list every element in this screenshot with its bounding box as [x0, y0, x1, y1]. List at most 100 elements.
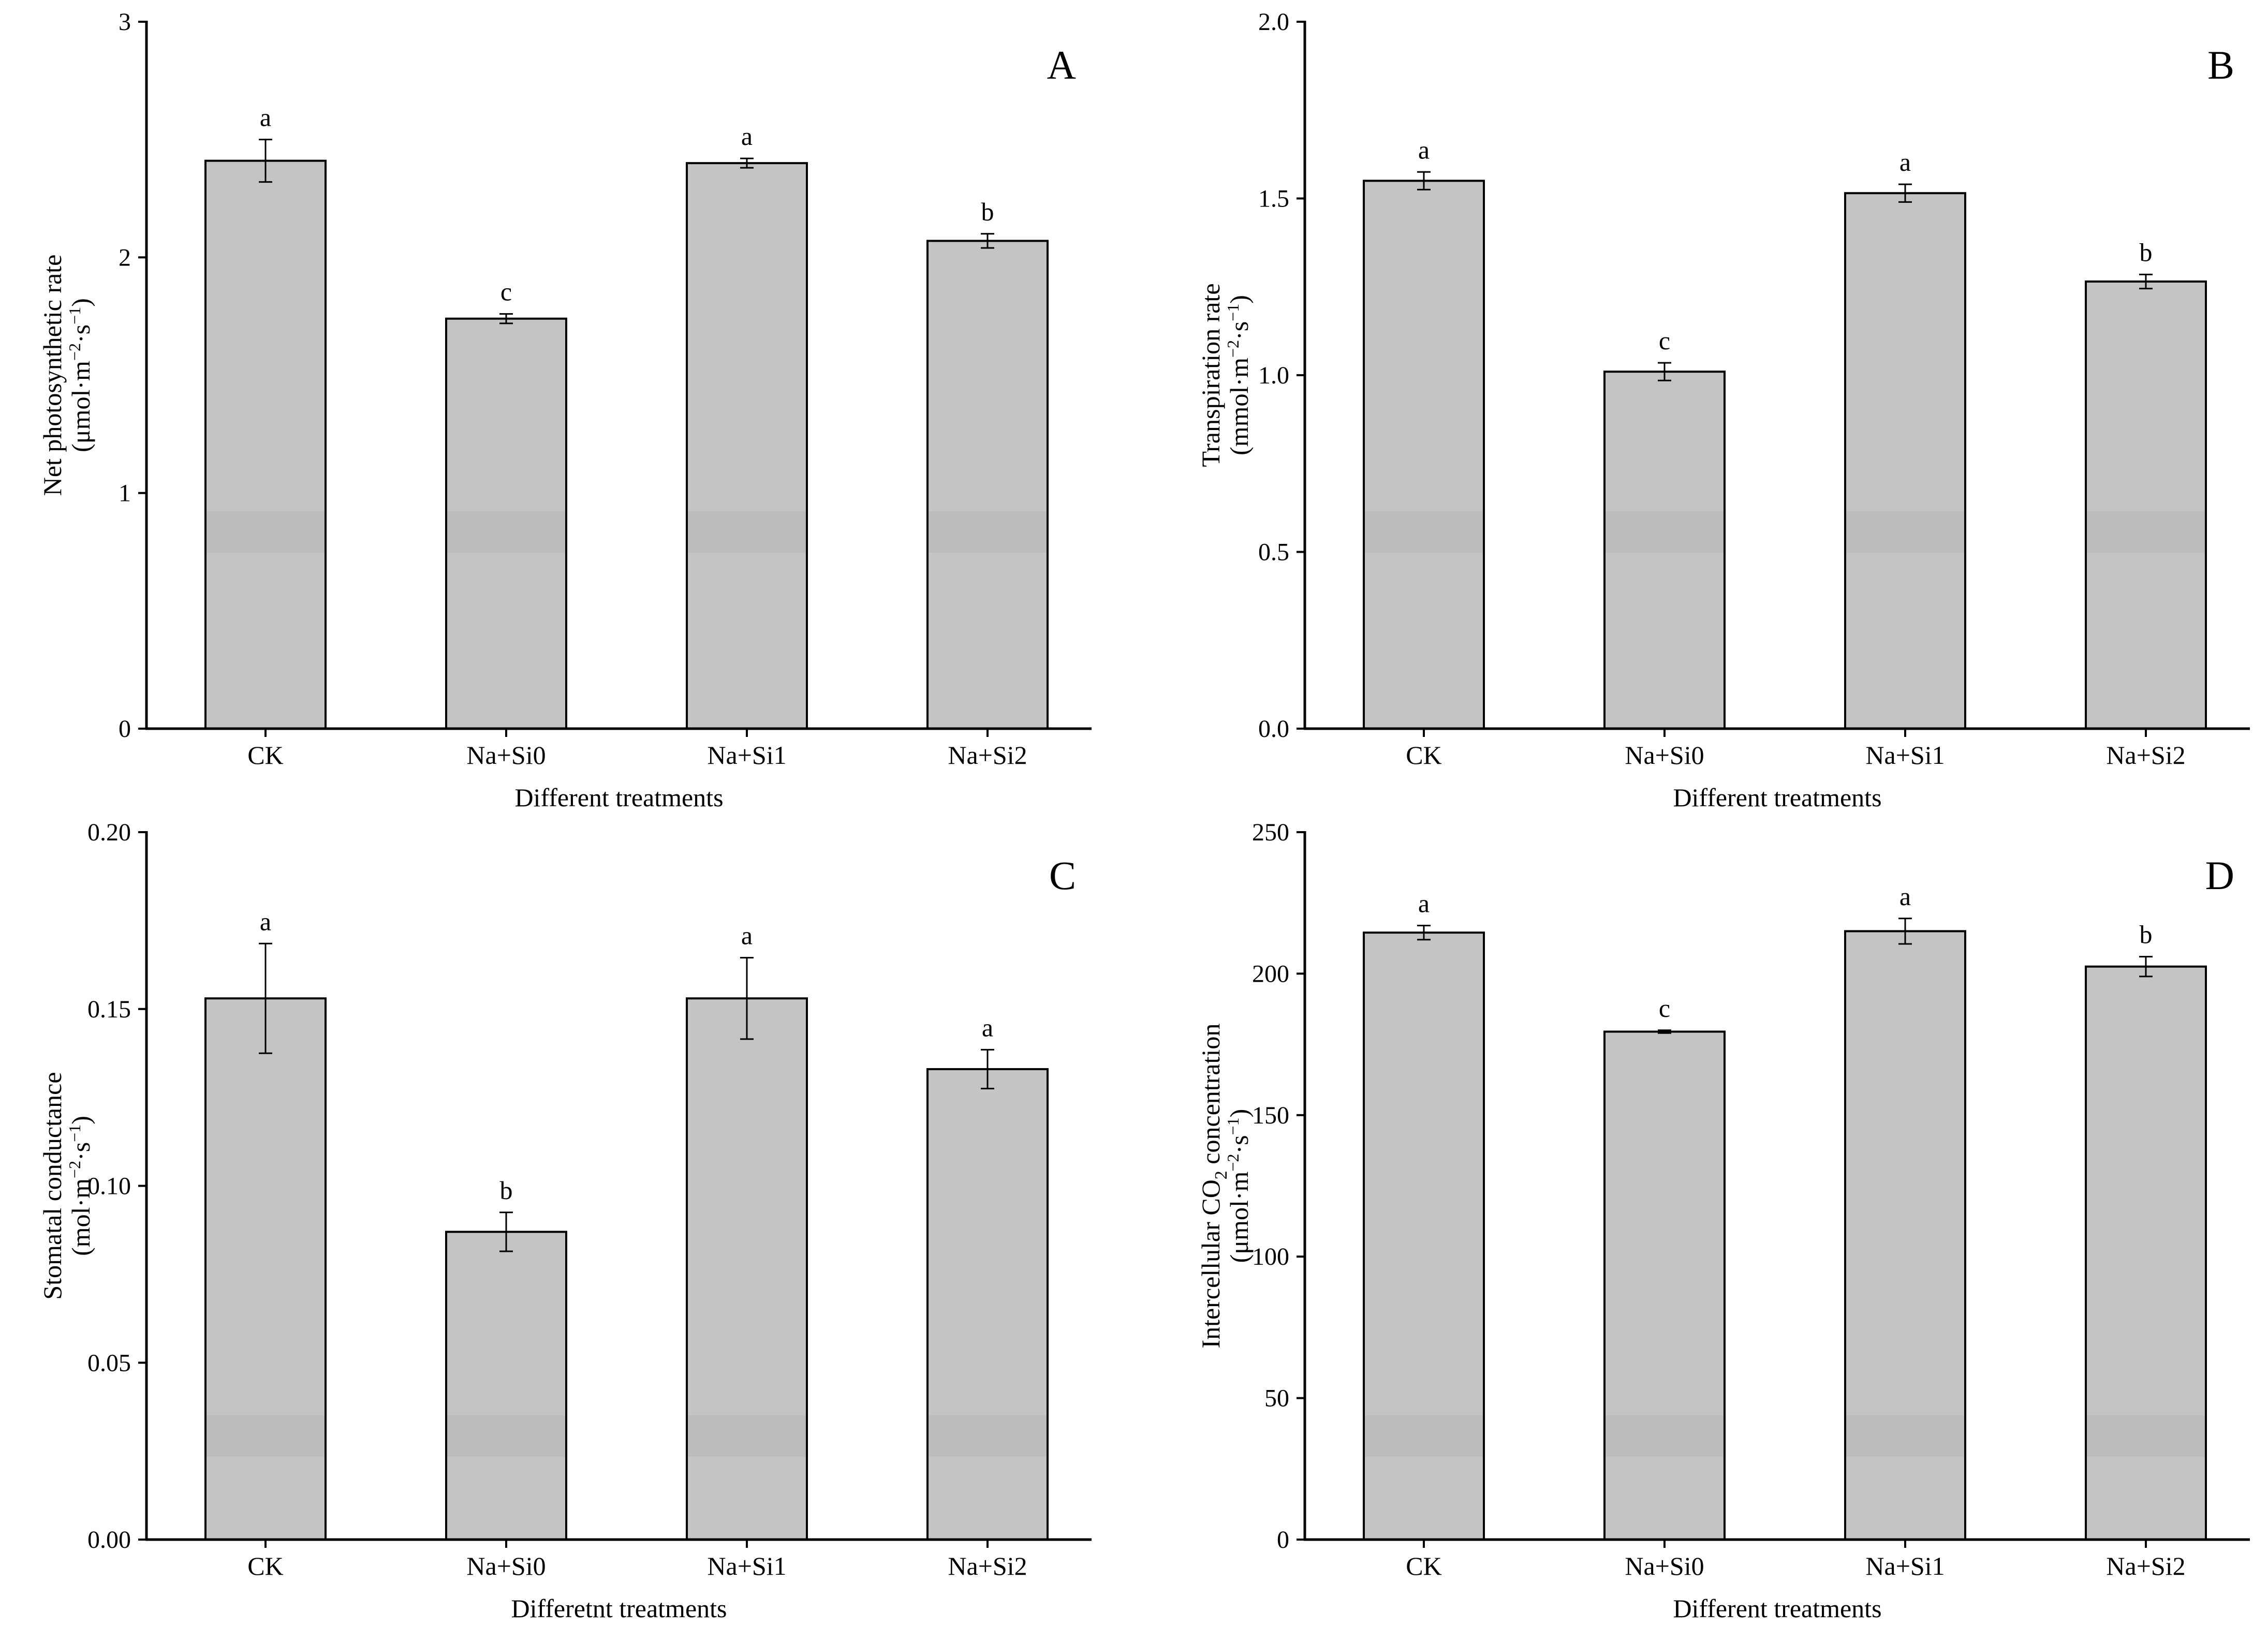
y-tick-label: 3: [119, 8, 131, 36]
y-tick-label: 1.0: [1258, 362, 1289, 389]
x-tick-label: Na+Si1: [707, 1551, 786, 1580]
panel-letter: D: [2205, 853, 2234, 898]
bars: a c a b: [204, 103, 1049, 730]
error-bar: [1658, 1029, 1671, 1034]
y-tick-label: 0.05: [87, 1349, 131, 1377]
bar-shade-band: [447, 1415, 565, 1457]
significance-letter: a: [982, 1013, 993, 1042]
panel-letter: B: [2207, 42, 2234, 87]
y-tick-label: 2: [119, 244, 131, 271]
bar-shade-band: [447, 511, 565, 553]
x-tick-label: Na+Si0: [466, 741, 546, 770]
significance-letter: a: [741, 122, 753, 151]
significance-letter: b: [2140, 238, 2153, 267]
x-tick-label: Na+Si2: [2106, 741, 2185, 770]
y-tick-label: 0.5: [1258, 539, 1289, 566]
x-tick-label: CK: [247, 1551, 283, 1580]
y-tick-label: 250: [1252, 819, 1289, 846]
x-tick-label: CK: [1406, 1551, 1441, 1580]
bar-ck: [204, 159, 327, 730]
x-ticks: CK Na+Si0 Na+Si1 Na+Si2: [1406, 729, 2186, 770]
significance-letter: b: [500, 1176, 513, 1205]
y-axis-title-line2: (μmol·m−2·s−1): [65, 298, 95, 452]
significance-letter: a: [1899, 882, 1911, 911]
y-tick-label: 0.00: [87, 1526, 131, 1554]
bar-shade-band: [688, 511, 806, 553]
x-tick-label: Na+Si0: [1625, 741, 1704, 770]
y-tick-label: 0.15: [87, 996, 131, 1023]
x-tick-label: Na+Si2: [948, 741, 1027, 770]
bar-na-si2: [926, 1068, 1049, 1541]
bars: a c a b: [1363, 882, 2207, 1541]
error-bar: [1898, 183, 1912, 203]
x-ticks: CK Na+Si0 Na+Si1 Na+Si2: [247, 729, 1027, 770]
significance-letter: c: [1659, 994, 1670, 1023]
significance-letter: b: [981, 197, 994, 226]
bar-shade-band: [2087, 1415, 2205, 1457]
bar-na-si1: [686, 997, 808, 1541]
significance-letter: c: [500, 277, 512, 306]
error-bar: [740, 157, 754, 169]
bar-shade-band: [1606, 511, 1724, 553]
error-bar: [259, 139, 272, 183]
bars: a b a a: [204, 907, 1049, 1541]
y-tick-label: 0: [119, 715, 131, 743]
y-axis-title-line1: Transpiration rate: [1196, 283, 1225, 467]
error-bar: [1658, 362, 1671, 381]
bar-na-si0: [1603, 1030, 1726, 1541]
x-tick-label: Na+Si1: [707, 741, 786, 770]
error-bar: [981, 233, 994, 249]
significance-letter: a: [260, 907, 271, 936]
x-tick-label: Na+Si2: [948, 1551, 1027, 1580]
bar-shade-band: [2087, 511, 2205, 553]
error-bar: [740, 957, 754, 1040]
error-bar: [1898, 918, 1912, 945]
panel-b: a c a b 0.0 0.5 1.0 1.5 2.0 CK Na+Si0 Na+Si1 Na+Si…: [1196, 8, 2250, 812]
x-tick-label: Na+Si0: [1625, 1551, 1704, 1580]
bar-na-si0: [445, 1231, 567, 1541]
x-ticks: CK Na+Si0 Na+Si1 Na+Si2: [1406, 1540, 2186, 1580]
error-bar: [981, 1048, 994, 1090]
error-bar: [259, 942, 272, 1054]
y-axis-title-line2: (μmol·m−2·s−1): [1224, 1109, 1254, 1263]
error-bar: [499, 1211, 513, 1252]
y-tick-label: 0.10: [87, 1173, 131, 1200]
bar-shade-band: [1365, 1415, 1483, 1457]
x-axis-title: Different treatments: [1673, 1594, 1881, 1623]
bar-shade-band: [929, 511, 1047, 553]
y-ticks: 0.00 0.05 0.10 0.15 0.20: [87, 819, 146, 1554]
x-ticks: CK Na+Si0 Na+Si1 Na+Si2: [247, 1540, 1027, 1580]
bar-shade-band: [1606, 1415, 1724, 1457]
bar-na-si1: [1844, 192, 1966, 730]
y-axis-title: Intercellular CO2 concentration (μmol·m−…: [1196, 1024, 1254, 1349]
y-tick-label: 2.0: [1258, 8, 1289, 36]
panel-c: a b a a 0.00 0.05 0.10 0.15 0.20 CK Na+Si0 Na+Si1…: [38, 819, 1092, 1623]
x-tick-label: Na+Si2: [2106, 1551, 2185, 1580]
bar-shade-band: [1365, 511, 1483, 553]
y-axis-title-line1: Net photosynthetic rate: [38, 255, 67, 496]
axes: [145, 21, 1092, 730]
error-bar: [2139, 956, 2153, 978]
y-ticks: 0 50 100 150 200 250: [1252, 819, 1305, 1554]
panel-d: a c a b 0 50 100 150 200 250 CK Na+Si0 Na+Si1 Na+Si…: [1196, 819, 2250, 1623]
error-bar: [1417, 171, 1431, 190]
bar-na-si2: [2085, 280, 2207, 730]
error-bar: [499, 313, 513, 324]
y-tick-label: 0.0: [1258, 715, 1289, 743]
y-axis-title-line1: Intercellular CO2 concentration: [1196, 1024, 1231, 1349]
panel-letter: A: [1047, 42, 1076, 87]
y-tick-label: 0.20: [87, 819, 131, 846]
significance-letter: b: [2140, 920, 2153, 949]
y-tick-label: 150: [1252, 1102, 1289, 1129]
error-bar: [2139, 273, 2153, 290]
y-axis-title-line2: (mol·m−2·s−1): [65, 1116, 95, 1256]
y-axis-title-line2: (mmol·m−2·s−1): [1224, 295, 1254, 455]
y-tick-label: 200: [1252, 960, 1289, 987]
x-tick-label: Na+Si1: [1865, 1551, 1945, 1580]
y-tick-label: 50: [1264, 1385, 1289, 1412]
panel-letter: C: [1049, 853, 1076, 898]
y-tick-label: 0: [1277, 1526, 1289, 1554]
y-axis-title: Net photosynthetic rate (μmol·m−2·s−1): [38, 255, 95, 496]
significance-letter: a: [1418, 135, 1430, 164]
